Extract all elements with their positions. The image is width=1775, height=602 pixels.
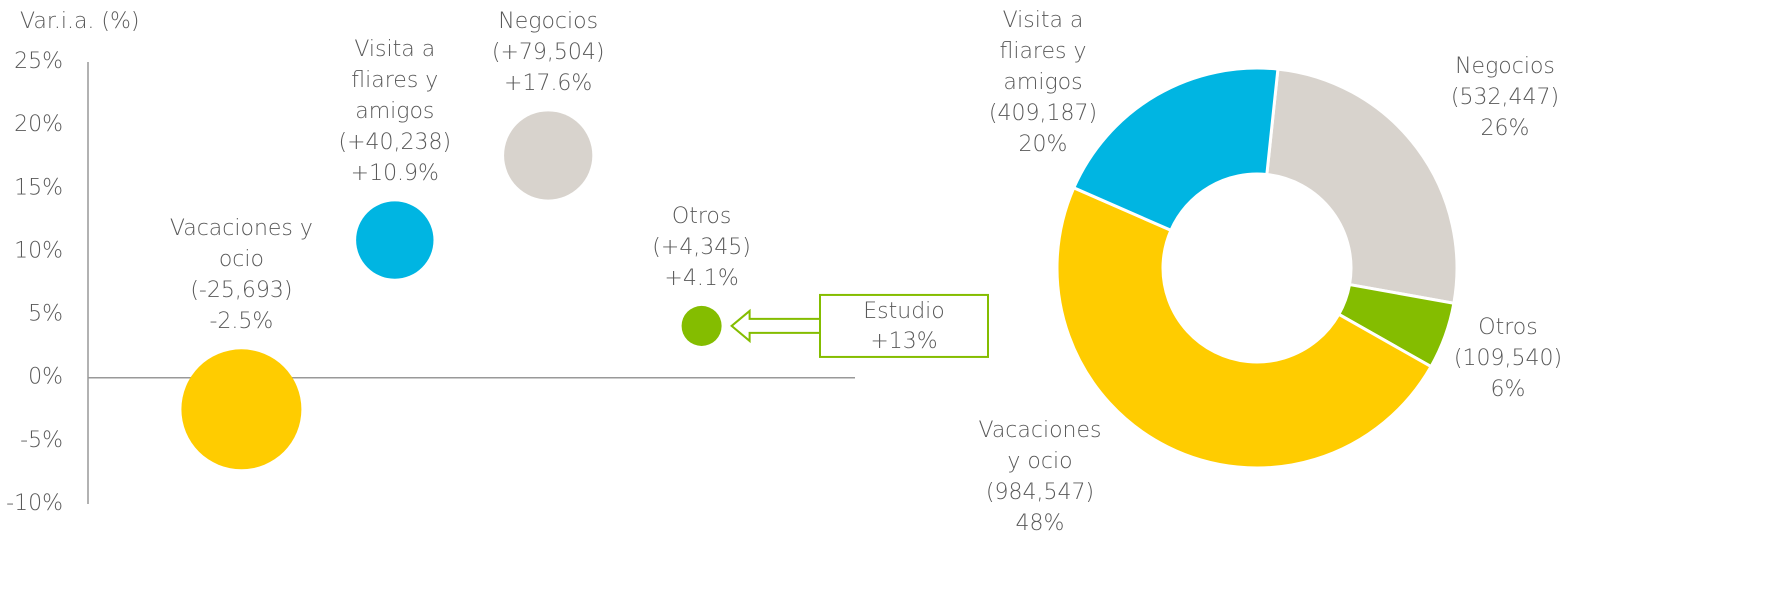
change-label: (+79,504): [491, 40, 605, 66]
category-label: Negocios: [1455, 54, 1555, 79]
value-label: (109,540): [1453, 346, 1563, 371]
value-label: +4.1%: [664, 265, 739, 291]
category-label: Otros: [671, 203, 732, 229]
percent-label: 26%: [1480, 116, 1530, 141]
value-label: +10.9%: [350, 161, 439, 187]
annotation-title: Estudio: [863, 299, 944, 324]
slice-label: Visita a fliares y amigos (409,187) 20%: [988, 5, 1098, 160]
slice-label: Negocios (532,447) 26%: [1451, 51, 1559, 144]
category-label: Visita a fliares y amigos: [999, 8, 1087, 95]
percent-label: 48%: [1015, 511, 1065, 536]
y-tick-label: 20%: [14, 112, 63, 137]
bubble: [681, 305, 722, 346]
slice-label: Otros (109,540) 6%: [1454, 312, 1562, 405]
donut-slice: [1265, 67, 1459, 306]
bubble: [504, 111, 593, 200]
y-tick-label: 0%: [28, 365, 63, 390]
category-label: Otros: [1478, 315, 1538, 340]
change-label: (+4,345): [652, 234, 751, 260]
percent-label: 6%: [1490, 377, 1526, 402]
category-label: Vacaciones y ocio: [169, 216, 313, 273]
value-label: (409,187): [988, 101, 1098, 126]
y-axis-label: Var.i.a. (%): [20, 9, 140, 34]
annotation-text: +13%: [870, 329, 937, 354]
donut-slice: [1071, 66, 1280, 233]
y-tick-label: -10%: [6, 491, 63, 516]
y-tick-label: 10%: [14, 238, 63, 263]
y-tick-label: 15%: [14, 175, 63, 200]
bubble: [356, 201, 434, 279]
y-tick-label: -5%: [20, 428, 63, 453]
value-label: +17.6%: [504, 71, 593, 97]
bubble-label: Vacaciones y ocio (-25,693) -2.5%: [156, 213, 326, 337]
y-tick-label: 5%: [28, 302, 63, 327]
slice-label: Vacaciones y ocio (984,547) 48%: [975, 415, 1105, 539]
bubble: [181, 349, 302, 470]
category-label: Vacaciones y ocio: [978, 418, 1102, 474]
change-label: (+40,238): [338, 130, 452, 156]
bubble-label: Negocios (+79,504) +17.6%: [473, 6, 623, 99]
value-label: (532,447): [1450, 85, 1560, 110]
value-label: (984,547): [985, 480, 1095, 505]
change-label: (-25,693): [190, 278, 293, 304]
annotation-arrow: [730, 308, 821, 344]
category-label: Negocios: [498, 9, 599, 35]
y-tick-label: 25%: [14, 49, 63, 74]
bubble-label: Otros (+4,345) +4.1%: [627, 201, 777, 294]
donut-slice: [1055, 185, 1434, 470]
percent-label: 20%: [1018, 132, 1068, 157]
value-label: -2.5%: [209, 309, 274, 335]
category-label: Visita a fliares y amigos: [351, 37, 439, 125]
bubble-label: Visita a fliares y amigos (+40,238) +10.9%: [339, 34, 452, 189]
